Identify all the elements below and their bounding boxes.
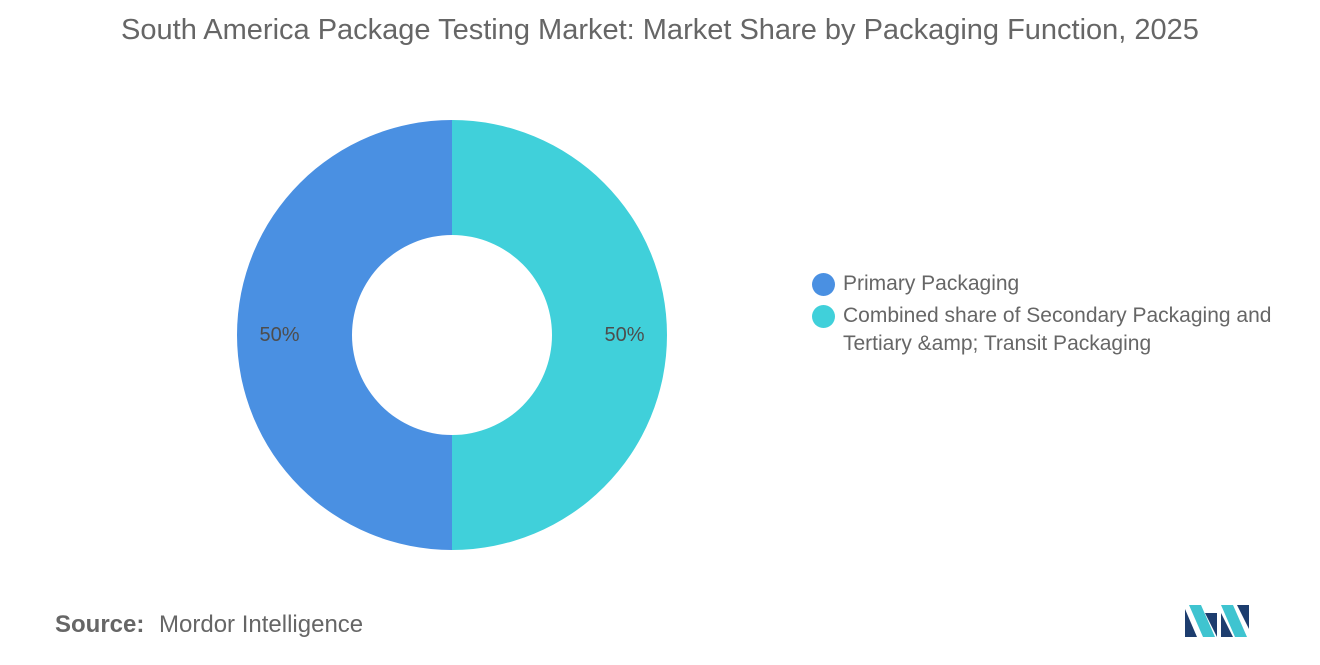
legend-swatch-primary <box>812 273 835 296</box>
logo-shape-5 <box>1221 613 1233 637</box>
chart-title: South America Package Testing Market: Ma… <box>121 14 1199 46</box>
logo-shape-3 <box>1205 613 1217 637</box>
donut-data-labels: 50% 50% <box>259 324 644 346</box>
legend-label-secondary-tertiary: Combined share of Secondary Packaging an… <box>843 304 1272 355</box>
source-note: Source: Mordor Intelligence <box>55 611 363 639</box>
mordor-intelligence-logo-icon <box>1185 605 1249 637</box>
logo-shape-1 <box>1185 609 1197 637</box>
donut-slices <box>237 120 667 550</box>
legend-item-primary-packaging: Primary Packaging <box>812 270 1312 298</box>
legend-label-primary: Primary Packaging <box>843 272 1020 295</box>
legend: Primary Packaging Combined share of Seco… <box>812 270 1312 362</box>
source-label: Source: <box>55 611 145 638</box>
logo-shape-6 <box>1237 605 1249 629</box>
legend-swatch-secondary-tertiary <box>812 305 835 328</box>
donut-slice-0 <box>237 120 452 550</box>
legend-item-secondary-tertiary: Combined share of Secondary Packaging an… <box>812 302 1312 358</box>
data-label-0: 50% <box>259 324 299 346</box>
data-label-1: 50% <box>604 324 644 346</box>
source-value: Mordor Intelligence <box>159 611 364 638</box>
logo-shape-4 <box>1221 605 1247 637</box>
logo-shape-2 <box>1189 605 1215 637</box>
donut-slice-1 <box>452 120 667 550</box>
